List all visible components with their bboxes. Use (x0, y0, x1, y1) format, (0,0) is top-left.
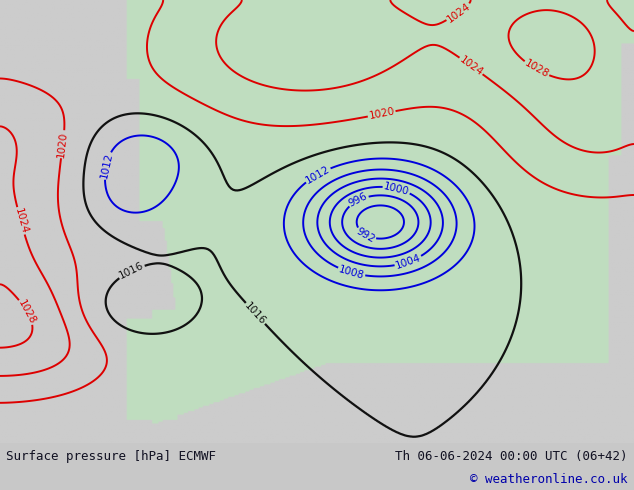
Text: © weatheronline.co.uk: © weatheronline.co.uk (470, 473, 628, 486)
Text: 1012: 1012 (98, 152, 114, 179)
Text: 1000: 1000 (383, 181, 410, 196)
Text: 1028: 1028 (522, 58, 550, 80)
Text: 1008: 1008 (337, 264, 365, 281)
Text: 1028: 1028 (16, 298, 38, 326)
Text: Surface pressure [hPa] ECMWF: Surface pressure [hPa] ECMWF (6, 450, 216, 463)
Text: 1016: 1016 (243, 300, 268, 326)
Text: 1020: 1020 (368, 106, 396, 121)
Text: 996: 996 (347, 191, 370, 209)
Text: 1016: 1016 (117, 261, 146, 281)
Text: 1012: 1012 (304, 164, 332, 185)
Text: 1024: 1024 (13, 207, 29, 235)
Text: 1024: 1024 (445, 0, 472, 24)
Text: 992: 992 (354, 226, 377, 245)
Text: 1004: 1004 (394, 253, 422, 271)
Text: Th 06-06-2024 00:00 UTC (06+42): Th 06-06-2024 00:00 UTC (06+42) (395, 450, 628, 463)
Text: 1024: 1024 (458, 54, 485, 77)
Text: 1020: 1020 (56, 131, 69, 158)
